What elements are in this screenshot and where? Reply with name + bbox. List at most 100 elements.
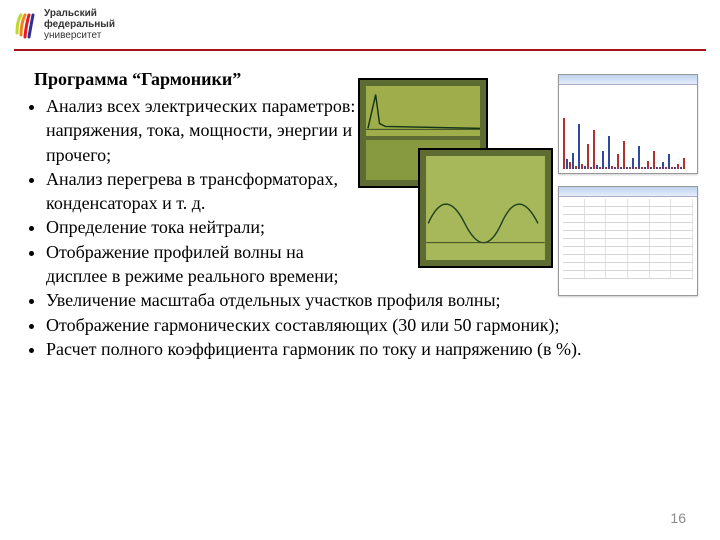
university-name-line3: университет <box>44 30 115 41</box>
table-cell <box>628 207 650 214</box>
table-cell <box>671 207 693 214</box>
table-cell <box>563 231 585 238</box>
list-item: Анализ перегрева в трансформаторах, конд… <box>46 167 366 216</box>
table-row <box>563 255 693 263</box>
figure-cluster <box>358 78 698 308</box>
table-cell <box>606 247 628 254</box>
bar <box>632 158 634 169</box>
table-cell <box>585 247 607 254</box>
university-name: Уральский федеральный университет <box>44 8 115 41</box>
table-cell <box>606 239 628 246</box>
table-cell <box>563 247 585 254</box>
bar <box>647 161 649 169</box>
table-cell <box>628 247 650 254</box>
bar <box>623 141 625 169</box>
bar <box>578 124 580 169</box>
table-cell <box>650 223 672 230</box>
bar <box>677 164 679 169</box>
table-cell <box>671 239 693 246</box>
table-cell <box>563 255 585 262</box>
table-cell <box>606 263 628 270</box>
table-cell <box>585 199 607 206</box>
table-cell <box>671 223 693 230</box>
table-cell <box>563 239 585 246</box>
table-cell <box>606 215 628 222</box>
bar <box>599 167 601 169</box>
table-cell <box>650 199 672 206</box>
table-cell <box>628 239 650 246</box>
table-cell <box>671 263 693 270</box>
table-cell <box>585 231 607 238</box>
university-name-line1: Уральский <box>44 8 115 19</box>
bar <box>593 130 595 169</box>
bar <box>620 167 622 169</box>
table-cell <box>585 215 607 222</box>
bar <box>668 154 670 169</box>
table-cell <box>563 215 585 222</box>
bar <box>605 167 607 169</box>
table-cell <box>563 199 585 206</box>
table-cell <box>606 231 628 238</box>
bar <box>602 151 604 169</box>
bar <box>635 167 637 169</box>
table-cell <box>606 207 628 214</box>
table-cell <box>606 199 628 206</box>
bar <box>581 164 583 169</box>
bar <box>596 165 598 169</box>
table-cell <box>671 199 693 206</box>
table-cell <box>585 255 607 262</box>
bar <box>683 158 685 169</box>
analyzer-device-2 <box>418 148 553 268</box>
bar <box>608 136 610 169</box>
bar <box>584 166 586 169</box>
bar <box>674 167 676 169</box>
table-row <box>563 239 693 247</box>
bar <box>638 146 640 169</box>
device-screen <box>426 156 545 260</box>
window-titlebar <box>559 187 697 197</box>
table-cell <box>628 231 650 238</box>
table-cell <box>650 215 672 222</box>
table-cell <box>650 231 672 238</box>
table-cell <box>563 207 585 214</box>
table-cell <box>671 231 693 238</box>
bar <box>680 167 682 169</box>
table-row <box>563 247 693 255</box>
bar <box>662 162 664 169</box>
table-row <box>563 215 693 223</box>
harmonics-bar-window <box>558 74 698 174</box>
university-name-line2: федеральный <box>44 19 115 30</box>
bar <box>659 167 661 169</box>
page-number: 16 <box>670 510 686 526</box>
bar <box>572 153 574 169</box>
table-row <box>563 231 693 239</box>
harmonics-table-window <box>558 186 698 296</box>
bar <box>629 167 631 169</box>
bar <box>671 167 673 169</box>
table-row <box>563 199 693 207</box>
table-cell <box>585 207 607 214</box>
bar <box>656 167 658 169</box>
table-cell <box>650 271 672 278</box>
table-cell <box>563 223 585 230</box>
list-item: Отображение гармонических составляющих (… <box>46 313 692 337</box>
table-cell <box>671 271 693 278</box>
bar <box>650 167 652 169</box>
bar <box>644 167 646 169</box>
list-item: Расчет полного коэффициента гармоник по … <box>46 337 692 361</box>
bar <box>575 166 577 169</box>
table-cell <box>628 263 650 270</box>
table-cell <box>606 255 628 262</box>
bar <box>653 151 655 169</box>
table-cell <box>563 263 585 270</box>
table-row <box>563 207 693 215</box>
table-cell <box>585 239 607 246</box>
table-cell <box>606 223 628 230</box>
table-cell <box>585 271 607 278</box>
bar <box>569 162 571 169</box>
table-cell <box>650 239 672 246</box>
table-cell <box>563 271 585 278</box>
harmonics-table <box>563 199 693 291</box>
table-cell <box>628 255 650 262</box>
table-cell <box>671 215 693 222</box>
